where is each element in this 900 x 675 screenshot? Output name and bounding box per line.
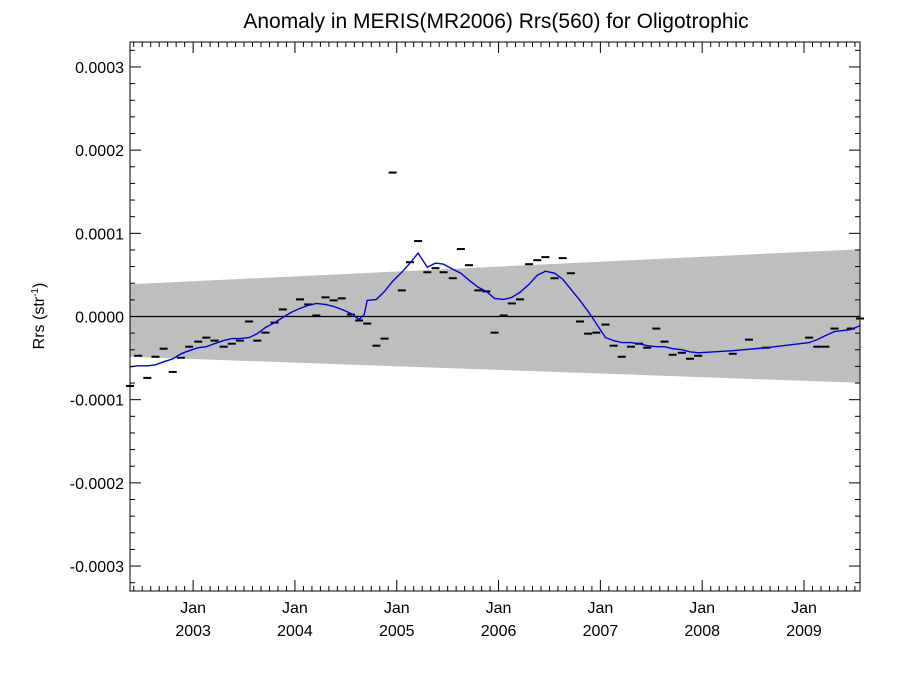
y-axis-label-close: ) [31,283,48,288]
x-tick-label-month: Jan [384,600,410,617]
x-tick-label-month: Jan [791,600,817,617]
x-tick-label-year: 2007 [583,623,619,640]
y-tick-label: 0.0003 [75,60,124,77]
smoothed-series-line [129,251,861,368]
plot-area: Jan 2003 Jan 2004 Jan 2005 Jan 2006 Jan 2007 Jan 20… [70,41,864,640]
x-tick-label-year: 2003 [175,623,211,640]
x-tick-label-year: 2006 [481,623,517,640]
y-tick-label: 0.0001 [75,226,124,243]
y-tick-label: -0.0003 [70,559,124,576]
y-axis-label-superscript: -1 [30,288,41,297]
y-tick-label: -0.0002 [70,476,124,493]
y-tick-label: 0.0000 [75,310,124,327]
chart-title: Anomaly in MERIS(MR2006) Rrs(560) for Ol… [243,10,748,33]
x-tick-label-month: Jan [282,600,308,617]
x-tick-label-month: Jan [689,600,715,617]
y-axis-label: Rrs (str-1) [30,283,48,350]
y-tick-label: -0.0001 [70,393,124,410]
x-tick-label-year: 2005 [379,623,415,640]
y-axis-label-main: Rrs (str [31,296,48,349]
y-tick-label: 0.0002 [75,143,124,160]
x-tick-label-month: Jan [180,600,206,617]
x-tick-label-year: 2004 [277,623,313,640]
x-tick-label-year: 2009 [786,623,822,640]
x-tick-label-year: 2008 [684,623,720,640]
x-tick-label-month: Jan [587,600,613,617]
x-tick-label-month: Jan [486,600,512,617]
